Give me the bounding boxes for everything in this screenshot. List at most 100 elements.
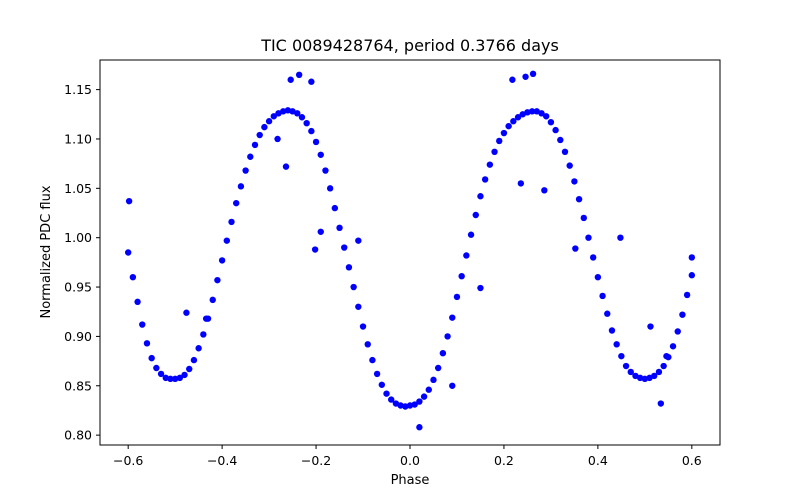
data-point (373, 370, 381, 378)
data-point (202, 315, 210, 322)
data-point (153, 364, 160, 372)
data-point (663, 352, 670, 360)
data-point (543, 113, 550, 120)
y-tick-label: 1.10 (64, 131, 92, 146)
x-axis-ticks: −0.6 −0.4 −0.2 0.0 0.2 0.4 0.6 (113, 445, 702, 468)
data-point (416, 424, 423, 431)
data-point (303, 119, 310, 127)
data-point (274, 135, 281, 143)
data-point (195, 345, 202, 352)
data-point (552, 126, 559, 134)
data-point (679, 311, 686, 318)
x-tick-label: −0.2 (301, 453, 331, 468)
data-point (214, 276, 221, 284)
data-point (617, 234, 624, 241)
data-point (514, 114, 522, 121)
data-point (481, 176, 489, 183)
data-point (350, 283, 357, 291)
data-point (218, 257, 226, 264)
data-point (369, 356, 376, 364)
data-point (463, 252, 470, 259)
data-point (261, 123, 268, 131)
data-point (541, 187, 548, 194)
data-points (124, 70, 696, 431)
data-point (308, 127, 315, 135)
y-tick-label: 0.95 (64, 280, 92, 295)
data-point (571, 178, 578, 185)
data-point (657, 400, 665, 407)
data-point (233, 199, 240, 207)
data-point (449, 382, 456, 389)
data-point (190, 356, 198, 364)
data-point (496, 137, 503, 145)
data-point (247, 153, 254, 160)
data-point (486, 161, 494, 168)
data-point (181, 371, 188, 379)
data-point (613, 341, 620, 348)
data-point (599, 292, 606, 300)
data-point (223, 237, 231, 244)
data-point (134, 298, 141, 306)
data-point (585, 234, 592, 241)
data-point (186, 365, 193, 373)
data-point (566, 162, 573, 169)
data-point (364, 341, 371, 348)
data-point (477, 284, 484, 292)
x-tick-label: −0.4 (207, 453, 237, 468)
data-point (660, 362, 667, 370)
data-point (500, 129, 508, 137)
data-point (157, 370, 165, 378)
data-point (449, 314, 456, 321)
data-point (359, 323, 367, 330)
data-point (509, 76, 516, 83)
data-point (209, 296, 216, 304)
data-point (608, 327, 616, 334)
data-point (270, 113, 277, 120)
data-point (557, 136, 564, 144)
data-point (336, 224, 343, 232)
data-point (378, 381, 386, 388)
data-point (589, 254, 597, 261)
data-point (355, 303, 362, 310)
data-point (458, 272, 465, 280)
data-point (287, 76, 294, 83)
data-point (467, 231, 475, 238)
data-point (622, 362, 630, 370)
data-point (200, 331, 207, 338)
data-point (688, 254, 696, 261)
data-point (183, 309, 190, 316)
x-tick-label: −0.6 (113, 453, 143, 468)
data-point (439, 349, 447, 357)
data-point (411, 401, 418, 408)
data-point (326, 185, 334, 192)
data-point (472, 211, 479, 219)
data-point (510, 118, 517, 125)
data-point (341, 244, 348, 251)
data-point (139, 321, 146, 328)
data-point (655, 368, 663, 376)
data-point (345, 264, 353, 271)
data-point (295, 71, 303, 79)
data-point (308, 78, 315, 85)
data-point (176, 374, 184, 382)
x-axis-label: Phase (391, 473, 430, 488)
y-tick-label: 0.90 (64, 329, 92, 344)
data-point (416, 398, 423, 405)
data-point (129, 273, 137, 281)
data-point (383, 390, 390, 397)
data-point (237, 183, 245, 190)
y-tick-label: 0.80 (64, 428, 92, 443)
plot-frame (99, 59, 721, 446)
data-point (683, 291, 691, 299)
data-point (228, 218, 235, 226)
data-point (547, 118, 555, 126)
data-point (256, 131, 263, 139)
data-point (322, 167, 329, 174)
data-point (444, 333, 451, 340)
data-point (298, 114, 306, 121)
data-point (505, 122, 512, 130)
y-tick-label: 0.85 (64, 378, 92, 393)
data-point (434, 364, 442, 372)
data-point (311, 246, 319, 253)
